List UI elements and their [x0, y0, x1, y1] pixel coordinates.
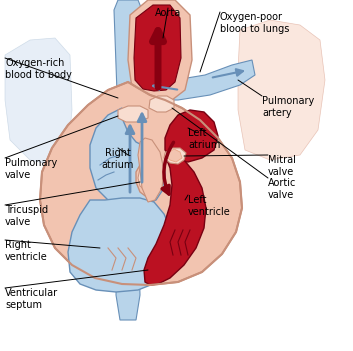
- Polygon shape: [138, 138, 164, 202]
- Polygon shape: [164, 148, 186, 164]
- Polygon shape: [149, 96, 174, 112]
- Text: Left
ventricle: Left ventricle: [188, 195, 231, 217]
- Text: Ventricular
septum: Ventricular septum: [5, 288, 58, 310]
- Polygon shape: [138, 60, 255, 100]
- Text: Pulmonary
artery: Pulmonary artery: [262, 96, 314, 118]
- Polygon shape: [116, 230, 140, 320]
- Polygon shape: [134, 5, 181, 91]
- Polygon shape: [138, 162, 154, 190]
- Polygon shape: [144, 155, 206, 285]
- Text: Mitral
valve: Mitral valve: [268, 155, 296, 177]
- Text: Tricuspid
valve: Tricuspid valve: [5, 205, 48, 227]
- Polygon shape: [5, 38, 72, 165]
- Polygon shape: [136, 162, 162, 198]
- Polygon shape: [90, 108, 165, 206]
- Text: Right
ventricle: Right ventricle: [5, 240, 48, 261]
- Text: Aorta: Aorta: [155, 8, 181, 18]
- Polygon shape: [114, 0, 142, 120]
- Polygon shape: [128, 0, 192, 102]
- Polygon shape: [118, 106, 148, 122]
- Text: Oxygen-rich
blood to body: Oxygen-rich blood to body: [5, 58, 72, 80]
- Polygon shape: [166, 149, 182, 162]
- Text: Right
atrium: Right atrium: [102, 148, 134, 170]
- Text: Left
atrium: Left atrium: [188, 128, 220, 150]
- Text: Pulmonary
valve: Pulmonary valve: [5, 158, 57, 180]
- Polygon shape: [238, 20, 325, 160]
- Polygon shape: [68, 198, 174, 292]
- Polygon shape: [40, 82, 242, 285]
- Text: Aortic
valve: Aortic valve: [268, 178, 297, 200]
- Polygon shape: [165, 110, 218, 162]
- Text: Oxygen-poor
blood to lungs: Oxygen-poor blood to lungs: [220, 12, 289, 34]
